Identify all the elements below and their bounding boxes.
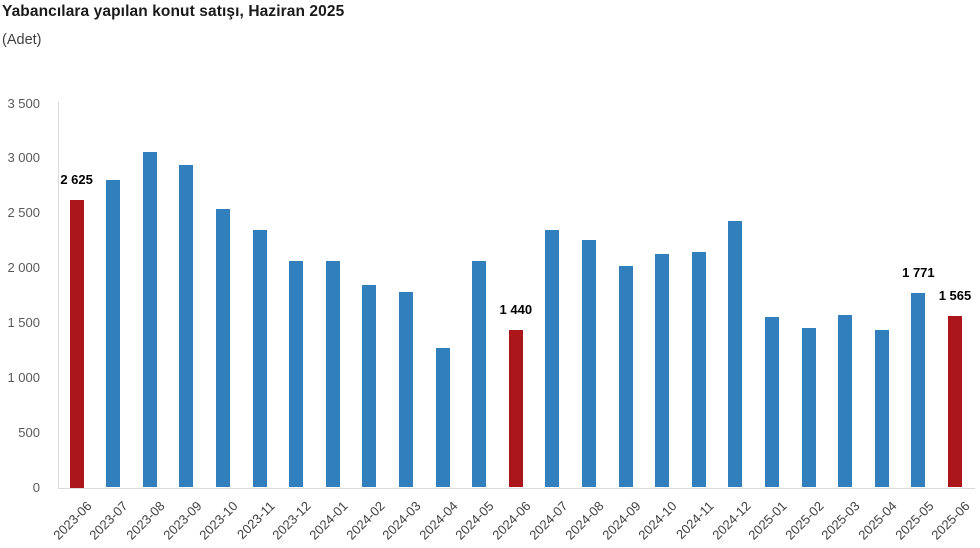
bar-2024-10 [655, 254, 670, 488]
y-axis-tick-label: 1 000 [7, 369, 40, 385]
x-axis-label-2023-12: 2023-12 [269, 498, 315, 543]
x-axis-label-2023-06: 2023-06 [50, 498, 95, 543]
x-axis-label-2024-03: 2024-03 [379, 498, 424, 543]
bar-2024-05 [472, 260, 487, 488]
x-axis-label-2024-11: 2024-11 [673, 498, 717, 542]
chart-unit-label: (Adet) [2, 32, 42, 48]
bar-2023-11 [252, 230, 267, 488]
y-axis-tick-label: 2 000 [7, 260, 40, 276]
x-axis-label-2024-04: 2024-04 [416, 498, 461, 543]
x-axis-label-2023-09: 2023-09 [159, 498, 205, 543]
bar-2024-08 [582, 239, 596, 488]
y-axis-tick-label: 0 [32, 479, 40, 495]
bar-2023-08 [142, 152, 157, 488]
bar-2023-07 [106, 179, 121, 488]
bar-2025-04 [874, 329, 889, 488]
chart-title: Yabancılara yapılan konut satışı, Hazira… [2, 3, 345, 20]
bar-2024-07 [545, 229, 560, 488]
x-axis-label-2025-05: 2025-05 [891, 498, 937, 543]
x-axis-label-2025-03: 2025-03 [818, 498, 864, 543]
x-axis-label-2024-10: 2024-10 [635, 498, 681, 543]
x-axis-label-2024-08: 2024-08 [562, 498, 607, 543]
bar-2023-09 [179, 165, 194, 488]
x-axis-label-2024-09: 2024-09 [599, 498, 644, 543]
y-axis-tick-label: 500 [18, 424, 40, 440]
bar-2023-10 [216, 209, 230, 488]
bar-2024-12 [728, 221, 743, 488]
y-axis-tick-label: 3 500 [7, 95, 40, 111]
y-axis-tick-label: 1 500 [7, 314, 40, 330]
bar-2024-04 [435, 348, 450, 488]
x-axis-label-2023-08: 2023-08 [123, 498, 168, 543]
bar-2025-05 [911, 293, 926, 488]
x-axis-label-2024-01: 2024-01 [306, 498, 351, 543]
bar-2025-01 [765, 317, 779, 488]
x-axis-label-2025-01: 2025-01 [745, 498, 790, 543]
y-axis-line [58, 102, 59, 488]
x-axis-label-2024-06: 2024-06 [489, 498, 534, 543]
x-axis-label-2024-12: 2024-12 [708, 498, 754, 543]
bar-2025-06 [948, 315, 962, 488]
x-axis-label-2024-02: 2024-02 [342, 498, 388, 543]
x-axis-label-2023-07: 2023-07 [86, 498, 132, 543]
bar-2023-06 [69, 199, 84, 488]
x-axis-label-2025-04: 2025-04 [855, 498, 900, 543]
bar-2024-11 [691, 252, 706, 488]
x-axis-label-2024-05: 2024-05 [452, 498, 498, 543]
bar-2024-01 [325, 261, 340, 488]
x-axis-label-2025-06: 2025-06 [928, 498, 973, 543]
bar-2025-02 [801, 327, 816, 488]
bar-2025-03 [838, 314, 853, 488]
y-axis-tick-label: 2 500 [7, 205, 40, 221]
data-label-2025-05: 1 771 [902, 265, 935, 281]
bar-2024-09 [618, 265, 633, 488]
y-axis-tick-label: 3 000 [7, 150, 40, 166]
x-axis-label-2023-11: 2023-11 [233, 498, 278, 542]
bar-2024-02 [362, 284, 377, 488]
bar-2023-12 [289, 260, 304, 488]
x-axis-line [58, 487, 975, 489]
bar-2024-06 [508, 329, 523, 488]
bar-2024-03 [399, 292, 413, 488]
data-label-2025-06: 1 565 [938, 287, 972, 303]
x-axis-label-2024-07: 2024-07 [525, 498, 571, 543]
data-label-2024-06: 1 440 [499, 301, 533, 317]
data-label-2023-06: 2 625 [60, 171, 93, 187]
x-axis-label-2025-02: 2025-02 [782, 498, 827, 543]
x-axis-label-2023-10: 2023-10 [196, 498, 241, 543]
